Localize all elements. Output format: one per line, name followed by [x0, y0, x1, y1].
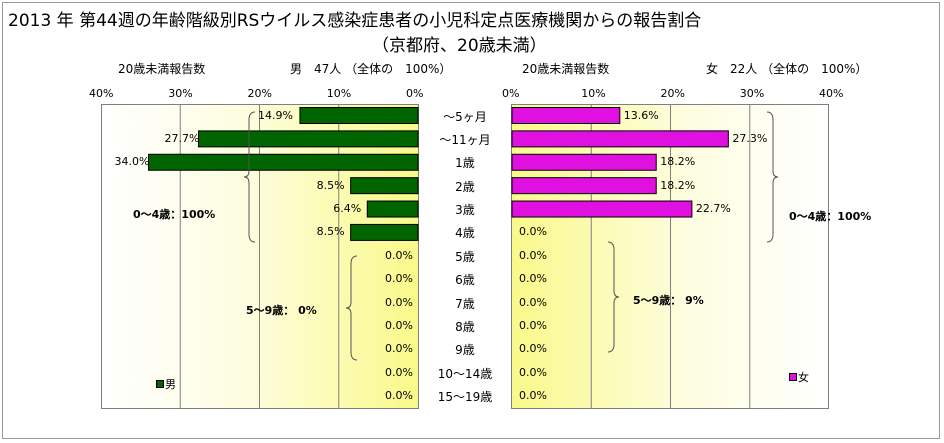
- category-label: 2歳: [455, 179, 475, 194]
- female-data-label: 13.6%: [623, 108, 659, 122]
- male-header-total: 男 47人 （全体の 100%）: [290, 62, 452, 76]
- male-data-label: 6.4%: [333, 202, 362, 216]
- male-data-label: 27.7%: [164, 131, 200, 145]
- female-data-label: 0.0%: [519, 389, 547, 403]
- female-header-total: 女 22人 （全体の 100%）: [706, 62, 868, 76]
- female-x-tick-label: 10%: [581, 87, 606, 100]
- category-label: 6歳: [455, 273, 475, 288]
- category-label: 8歳: [455, 319, 475, 334]
- category-label: 10～14歳: [437, 366, 493, 381]
- category-label: 1歳: [455, 156, 475, 171]
- male-legend-label: 男: [165, 378, 176, 391]
- female-data-label: 0.0%: [519, 248, 547, 262]
- male-group-5-9: 5～9歳： 0%: [246, 304, 317, 317]
- male-bar: [299, 107, 419, 124]
- female-x-tick-label: 20%: [660, 87, 685, 100]
- female-bar: [511, 130, 729, 148]
- male-data-label: 0.0%: [385, 295, 413, 309]
- category-label: 9歳: [455, 343, 475, 358]
- category-label: 4歳: [455, 226, 475, 241]
- female-data-label: 0.0%: [519, 318, 547, 332]
- male-x-tick-label: 20%: [247, 87, 272, 100]
- category-label: ～11ヶ月: [439, 132, 491, 147]
- female-data-label: 18.2%: [660, 178, 696, 192]
- category-label: 15～19歳: [437, 390, 493, 405]
- male-x-tick-label: 10%: [326, 87, 352, 100]
- female-data-label: 0.0%: [519, 295, 547, 309]
- female-header-count-label: 20歳未満報告数: [522, 62, 610, 76]
- male-group-0-4: 0～4歳：100%: [133, 208, 216, 221]
- female-brace-0-4: [766, 111, 779, 243]
- female-bar: [511, 200, 693, 218]
- female-data-label: 0.0%: [519, 225, 547, 239]
- female-x-tick-label: 40%: [819, 87, 844, 100]
- chart-subtitle: （京都府、20歳未満）: [372, 36, 547, 56]
- category-label: 3歳: [455, 203, 475, 218]
- male-data-label: 0.0%: [385, 365, 413, 379]
- male-data-label: 0.0%: [385, 248, 413, 262]
- chart-title: 2013 年 第44週の年齢階級別RSウイルス感染症患者の小児科定点医療機関から…: [8, 11, 702, 31]
- female-legend-label: 女: [798, 371, 809, 384]
- male-x-tick-label: 30%: [168, 87, 193, 100]
- male-legend-swatch: [156, 380, 164, 388]
- male-data-label: 0.0%: [385, 342, 413, 356]
- male-bar: [350, 177, 419, 195]
- female-data-label: 22.7%: [695, 202, 731, 216]
- category-label: 5歳: [455, 249, 475, 264]
- female-x-tick-label: 30%: [739, 87, 765, 100]
- male-header-count-label: 20歳未満報告数: [118, 62, 206, 76]
- female-brace-5-9: [607, 241, 620, 353]
- female-x-tick-label: 0%: [502, 87, 520, 100]
- female-data-label: 0.0%: [519, 342, 547, 356]
- male-data-label: 0.0%: [385, 272, 413, 286]
- male-brace-0-4: [243, 111, 256, 243]
- male-legend: 男: [156, 376, 176, 392]
- male-bar: [366, 200, 419, 218]
- male-data-label: 34.0%: [114, 155, 150, 169]
- female-legend-swatch: [789, 373, 797, 381]
- male-bar: [148, 153, 419, 171]
- male-data-label: 0.0%: [385, 389, 413, 403]
- male-bar: [197, 130, 419, 148]
- male-data-label: 8.5%: [316, 225, 345, 239]
- male-x-tick-label: 40%: [89, 87, 114, 100]
- female-data-label: 18.2%: [660, 155, 696, 169]
- male-brace-5-9: [345, 255, 358, 361]
- female-legend: 女: [789, 369, 809, 385]
- female-data-label: 0.0%: [519, 272, 547, 286]
- female-group-0-4: 0～4歳：100%: [789, 210, 872, 223]
- female-data-label: 0.0%: [519, 365, 547, 379]
- female-bar: [511, 153, 657, 171]
- male-bar: [350, 223, 419, 241]
- category-label: ～5ヶ月: [443, 109, 487, 124]
- male-x-tick-label: 0%: [406, 87, 424, 100]
- female-bar: [511, 177, 657, 195]
- category-label: 7歳: [455, 296, 475, 311]
- male-data-label: 8.5%: [316, 178, 345, 192]
- male-data-label: 14.9%: [258, 108, 293, 122]
- female-group-5-9: 5～9歳： 9%: [633, 294, 704, 307]
- female-data-label: 27.3%: [732, 131, 768, 145]
- male-data-label: 0.0%: [385, 318, 413, 332]
- female-bar: [511, 107, 621, 124]
